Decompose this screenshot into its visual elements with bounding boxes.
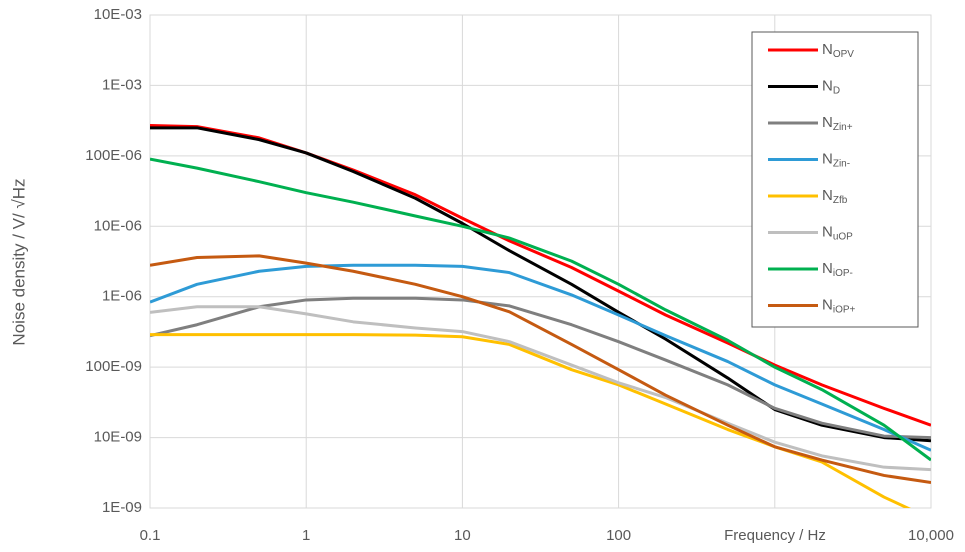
legend-name: N — [822, 77, 833, 94]
legend-label: NZfb — [822, 187, 848, 206]
legend-name: N — [822, 114, 833, 131]
y-tick-label: 10E-09 — [94, 429, 142, 446]
legend-label: ND — [822, 77, 840, 96]
legend-label: NiOP+ — [822, 296, 856, 315]
legend-name: N — [822, 41, 833, 58]
legend-name: N — [822, 260, 833, 277]
legend-label: NuOP — [822, 223, 853, 242]
y-tick-label: 100E-09 — [85, 358, 142, 375]
data-line — [150, 126, 931, 443]
plot-lines — [150, 123, 931, 508]
x-tick-label: 100 — [606, 527, 631, 544]
legend-subscript: Zin+ — [833, 122, 853, 133]
legend-subscript: Zfb — [833, 195, 848, 206]
y-tick-label: 10E-06 — [94, 217, 142, 234]
data-line — [150, 157, 931, 462]
data-line — [150, 305, 931, 472]
legend-label: NOPV — [822, 41, 854, 60]
y-tick-label: 100E-06 — [85, 147, 142, 164]
legend-box — [751, 31, 919, 328]
y-axis-title: Noise density / V/ √Hz — [9, 178, 28, 345]
x-tick-label: 1 — [302, 527, 310, 544]
data-line — [150, 333, 912, 508]
x-tick-label: 10 — [454, 527, 471, 544]
legend-subscript: Zin- — [833, 158, 850, 169]
legend-name: N — [822, 223, 833, 240]
legend-subscript: D — [833, 85, 840, 96]
legend-subscript: uOP — [833, 231, 853, 242]
legend-subscript: OPV — [833, 49, 854, 60]
legend-label: NZin+ — [822, 114, 853, 133]
legend-label: NiOP- — [822, 260, 853, 279]
legend-label: NZin- — [822, 150, 850, 169]
data-line — [150, 296, 931, 440]
x-tick-label: 10,000 — [908, 527, 954, 544]
x-axis-title: Frequency / Hz — [724, 527, 826, 544]
data-line — [150, 263, 931, 452]
y-tick-label: 1E-06 — [102, 288, 142, 305]
legend-subscript: iOP- — [833, 268, 853, 279]
legend-name: N — [822, 150, 833, 167]
y-tick-label: 1E-03 — [102, 76, 142, 93]
y-tick-label: 10E-03 — [94, 6, 142, 23]
x-tick-label: 0.1 — [140, 527, 161, 544]
legend-name: N — [822, 187, 833, 204]
legend-name: N — [822, 296, 833, 313]
y-tick-label: 1E-09 — [102, 499, 142, 516]
plot-border — [149, 14, 932, 509]
data-line — [150, 254, 931, 485]
legend-subscript: iOP+ — [833, 304, 856, 315]
